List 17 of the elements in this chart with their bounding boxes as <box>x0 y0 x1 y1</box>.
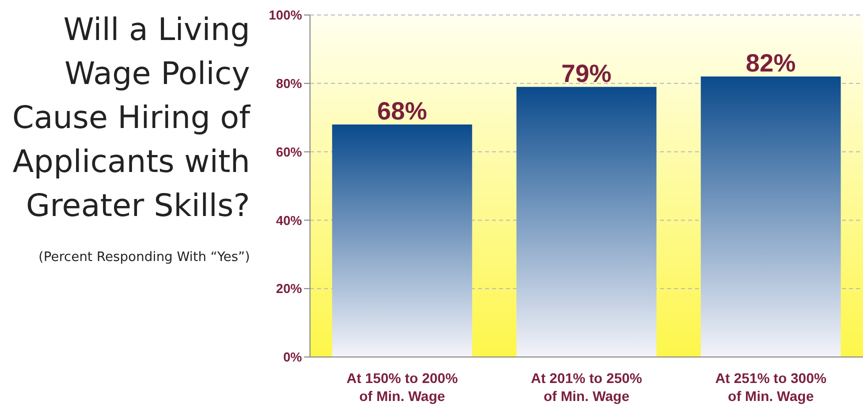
bar <box>332 124 472 357</box>
y-tick-label: 0% <box>283 350 302 365</box>
text: (Percent Responding With “Yes”) <box>38 250 250 265</box>
text: Will a Living Wage Policy Cause Hiring of Applicants with Greater Skills? <box>12 12 250 224</box>
x-tick-label: At 251% to 300% of Min. Wage <box>715 370 828 404</box>
bar <box>516 86 656 357</box>
y-tick-label: 60% <box>276 144 302 160</box>
bar <box>700 76 841 357</box>
data-label: 79% <box>561 60 612 88</box>
data-label: 68% <box>377 97 428 126</box>
data-label: 82% <box>746 50 796 78</box>
x-tick-label: At 150% to 200% of Min. Wage <box>346 370 458 404</box>
x-tick-label: At 201% to 250% of Min. Wage <box>530 370 643 404</box>
y-tick-label: 40% <box>276 212 302 228</box>
y-tick-label: 20% <box>276 281 302 296</box>
y-tick-label: 80% <box>276 76 302 92</box>
y-tick-label: 100% <box>268 8 302 23</box>
